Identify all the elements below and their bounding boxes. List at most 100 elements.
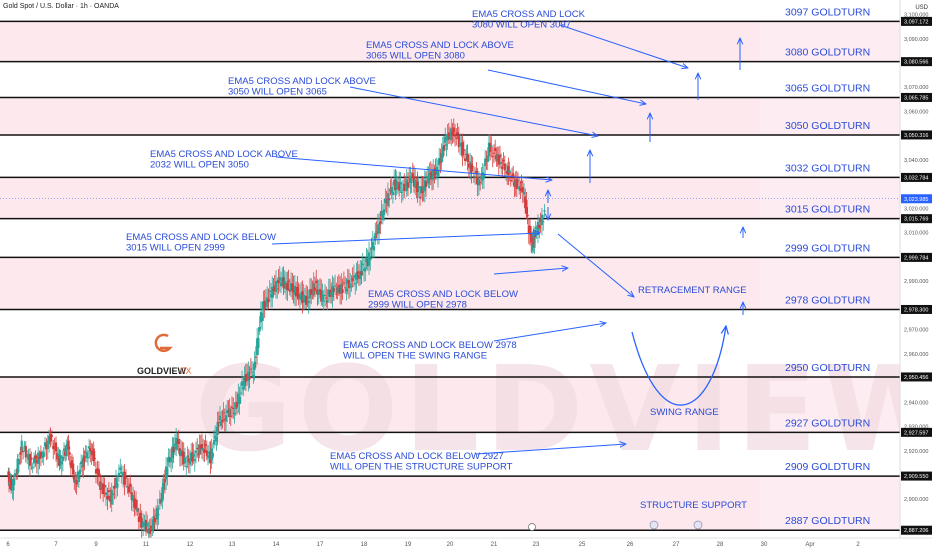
candle-body — [217, 421, 220, 424]
candle-body — [504, 171, 508, 173]
y-tick-label: 3,040.000 — [904, 158, 928, 164]
candle-body — [337, 284, 340, 287]
candle-body — [274, 280, 278, 292]
candle-body — [238, 396, 241, 405]
candle-body — [28, 453, 32, 466]
level-price-tag-text: 3,097.172 — [904, 19, 928, 25]
candle-body — [498, 154, 502, 158]
candle-body — [430, 173, 434, 180]
candle-body — [73, 477, 76, 483]
candle-body — [251, 371, 254, 373]
time-axis-bg — [0, 538, 932, 550]
annotation-text: RETRACEMENT RANGE — [638, 285, 747, 296]
candle-body — [536, 221, 540, 235]
candle-body — [92, 448, 95, 462]
candle-body — [485, 159, 488, 161]
arrow — [559, 24, 688, 68]
candle-body — [124, 477, 128, 479]
candle-body — [27, 454, 30, 460]
candle-body — [465, 154, 468, 156]
candle-body — [262, 300, 265, 311]
candle-body — [43, 442, 47, 447]
annotation-text: 3050 WILL OPEN 3065 — [228, 87, 327, 98]
level-label: 3065 GOLDTURN — [785, 82, 870, 94]
candle-body — [132, 494, 135, 502]
candle-body — [502, 160, 505, 162]
candle-body — [471, 165, 474, 167]
candle-body — [472, 176, 475, 178]
candle-body — [190, 452, 193, 461]
candle-body — [81, 465, 84, 468]
candle-body — [381, 214, 384, 220]
candle-body — [433, 174, 436, 176]
candle-body — [500, 161, 503, 165]
pink-zone — [0, 376, 900, 433]
x-tick-label: 25 — [579, 542, 586, 548]
candle-body — [389, 189, 392, 191]
candle-body — [394, 179, 397, 191]
candle-body — [90, 450, 93, 455]
candle-body — [374, 233, 377, 241]
x-tick-label: Apr — [805, 542, 814, 548]
candle-body — [159, 501, 163, 503]
candle-body — [522, 191, 526, 195]
candle-body — [421, 186, 424, 194]
candle-body — [187, 458, 190, 463]
level-price-tag-text: 3,032.784 — [904, 175, 928, 181]
candle-body — [143, 523, 146, 526]
level-price-tag — [901, 372, 932, 382]
candle-body — [12, 478, 15, 491]
candle-body — [543, 210, 546, 212]
candle-body — [203, 449, 206, 453]
candle-body — [305, 295, 308, 305]
candle-body — [393, 179, 396, 185]
annotation-text: EMA5 CROSS AND LOCK ABOVE — [150, 149, 298, 160]
candle-body — [153, 517, 156, 523]
candle-body — [152, 516, 155, 529]
candle-body — [399, 182, 402, 185]
annotation-text: 2999 WILL OPEN 2978 — [368, 300, 467, 311]
candle-body — [307, 300, 310, 304]
candle-body — [404, 186, 407, 188]
candle-body — [120, 471, 123, 474]
candle-body — [167, 456, 170, 463]
level-label: 3080 GOLDTURN — [785, 47, 870, 59]
candle-body — [199, 444, 202, 448]
price-axis-bg — [900, 0, 932, 550]
candle-body — [78, 469, 82, 475]
candle-body — [376, 224, 379, 235]
candle-body — [327, 289, 330, 297]
y-tick-label: 3,020.000 — [904, 206, 928, 212]
flag-marker — [649, 520, 659, 530]
candle-body — [151, 527, 154, 530]
candle-body — [267, 299, 270, 303]
candle-body — [477, 179, 481, 186]
candle-body — [427, 175, 430, 184]
candle-body — [538, 224, 541, 229]
candle-body — [204, 444, 207, 446]
candle-body — [521, 187, 524, 193]
candle-body — [475, 170, 478, 174]
candle-body — [312, 283, 315, 296]
candle-body — [156, 508, 159, 520]
candle-body — [466, 153, 469, 163]
candle-body — [297, 293, 300, 299]
candle-body — [23, 445, 26, 447]
candle-body — [119, 467, 122, 470]
level-price-tag — [901, 130, 932, 140]
candle-body — [96, 468, 99, 474]
candle-body — [7, 471, 11, 483]
candle-body — [186, 455, 189, 458]
candle-body — [496, 154, 499, 162]
candle-body — [99, 481, 102, 491]
y-tick-label: 2,970.000 — [904, 328, 928, 334]
candle-body — [178, 448, 182, 456]
candle-body — [110, 489, 113, 505]
candle-body — [158, 498, 161, 504]
candle-body — [456, 132, 459, 135]
candle-body — [38, 456, 41, 459]
level-price-tag-text: 2,950.456 — [904, 375, 928, 381]
candle-body — [476, 176, 479, 186]
annotation-text: EMA5 CROSS AND LOCK BELOW 2978 — [343, 340, 517, 351]
